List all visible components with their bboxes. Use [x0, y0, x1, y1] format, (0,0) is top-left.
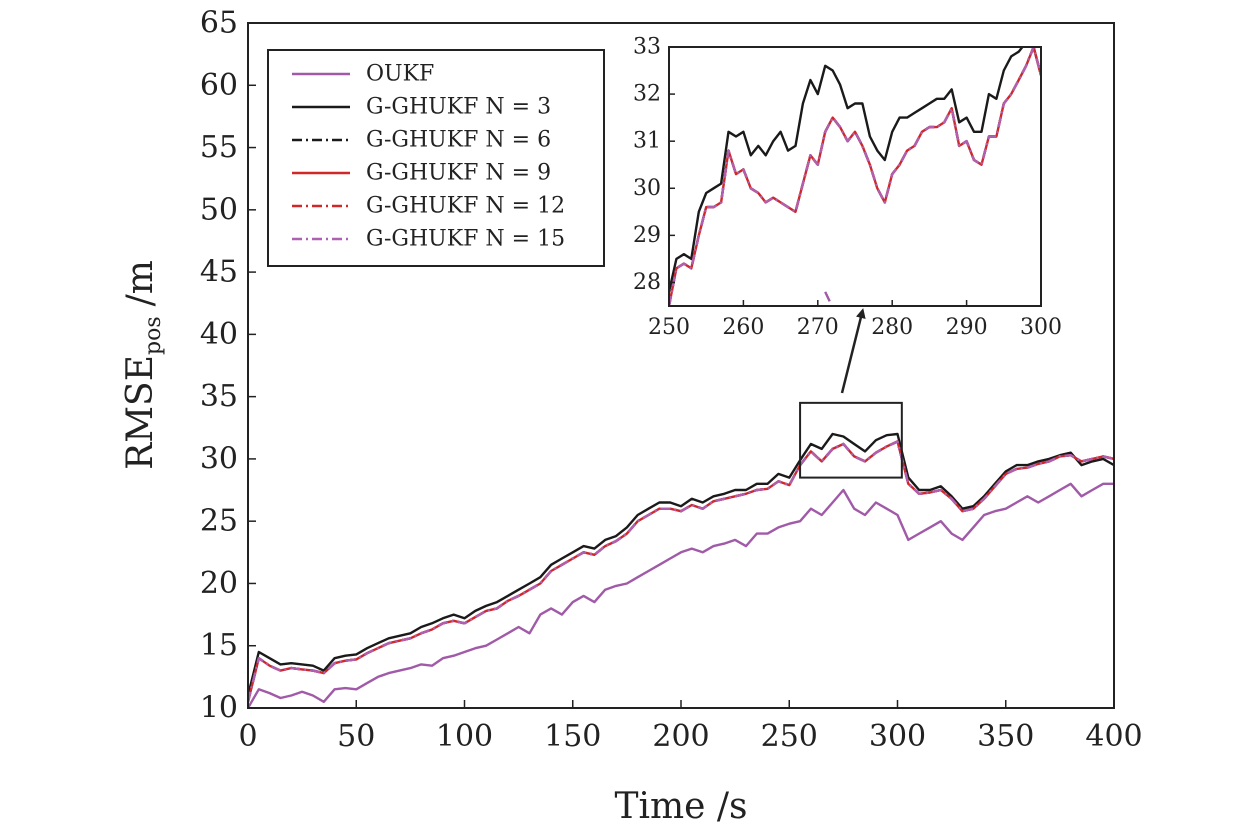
main-y-tick-label: 50 [200, 192, 238, 227]
y-axis-title-unit: /m [120, 260, 161, 306]
inset-series-line-1 [824, 291, 831, 302]
inset-y-tick-label: 32 [633, 82, 661, 107]
main-x-tick-label: 0 [238, 719, 257, 754]
main-y-ticks: 10 15 20 25 30 35 40 45 50 55 60 65 [200, 6, 256, 726]
main-series-line-5 [248, 440, 1114, 703]
inset-y-ticks: 28 29 30 31 32 33 [633, 35, 675, 295]
main-series-line-2 [248, 432, 1114, 696]
main-y-tick-label: 30 [200, 441, 238, 476]
main-y-tick-label: 60 [200, 68, 238, 103]
legend-items: OUKF G-GHUKF N = 3 G-GHUKF N = 6 G-GHUKF N … [292, 62, 565, 252]
main-y-tick-label: 20 [200, 566, 238, 601]
main-plot: 0 50 100 150 200 250 300 350 400 10 15 20 25 30 35 40 4… [200, 6, 1143, 755]
main-x-tick-label: 350 [977, 719, 1034, 754]
legend-label-6: G-GHUKF N = 15 [366, 227, 565, 252]
inset-y-tick-label: 30 [633, 176, 661, 201]
inset-x-tick-label: 260 [722, 315, 764, 340]
inset-y-tick-label: 31 [633, 129, 661, 154]
main-y-tick-label: 55 [200, 130, 238, 165]
main-series-group [248, 432, 1114, 708]
y-axis-title-subscript: pos [141, 316, 166, 355]
main-x-tick-label: 250 [761, 719, 818, 754]
inset-y-tick-label: 33 [633, 35, 661, 60]
main-series-line-3 [248, 440, 1114, 703]
main-series-line-4 [248, 440, 1114, 703]
legend: OUKF G-GHUKF N = 3 G-GHUKF N = 6 G-GHUKF N … [267, 49, 605, 267]
legend-box [267, 49, 605, 267]
legend-label-3: G-GHUKF N = 6 [366, 128, 551, 153]
main-series-line-6 [248, 440, 1114, 703]
main-x-ticks: 0 50 100 150 200 250 300 350 400 [238, 700, 1143, 754]
main-y-tick-label: 40 [200, 317, 238, 352]
inset-y-tick-label: 28 [633, 270, 661, 295]
y-axis-title-main: RMSE [120, 355, 161, 470]
main-series-line-1 [248, 482, 1114, 708]
inset-x-tick-label: 250 [648, 315, 690, 340]
inset-x-tick-label: 290 [946, 315, 988, 340]
main-x-tick-label: 150 [544, 719, 601, 754]
main-y-tick-label: 45 [200, 255, 238, 290]
inset-background [669, 47, 1041, 306]
legend-label-2: G-GHUKF N = 3 [366, 95, 551, 120]
inset-y-tick-label: 29 [633, 223, 661, 248]
main-x-tick-label: 50 [337, 719, 375, 754]
zoom-region-box [799, 401, 903, 479]
legend-label-5: G-GHUKF N = 12 [366, 194, 565, 219]
inset-series-line-6 [669, 47, 1041, 306]
main-y-tick-label: 10 [200, 691, 238, 726]
x-axis-title: Time /s [614, 786, 747, 827]
inset-x-tick-label: 270 [797, 315, 839, 340]
legend-label-1: OUKF [366, 62, 434, 87]
inset-x-tick-label: 300 [1020, 315, 1062, 340]
inset-x-tick-label: 280 [871, 315, 913, 340]
inset-x-ticks: 250 260 270 280 290 300 [648, 300, 1062, 340]
main-y-tick-label: 65 [200, 6, 238, 41]
inset-series-group [669, 47, 1041, 306]
y-axis-title: RMSEpos/m [120, 260, 166, 470]
zoom-arrow [840, 308, 866, 394]
main-y-tick-label: 25 [200, 504, 238, 539]
main-y-tick-label: 35 [200, 379, 238, 414]
legend-label-4: G-GHUKF N = 9 [366, 161, 551, 186]
main-x-tick-label: 400 [1085, 719, 1142, 754]
inset-plot: 250 260 270 280 290 300 28 29 30 31 32 33 [633, 35, 1062, 341]
main-y-tick-label: 15 [200, 628, 238, 663]
inset-series-line-2 [669, 47, 1041, 293]
svg-text:RMSEpos/m: RMSEpos/m [120, 260, 166, 470]
inset-plot-frame [668, 46, 1042, 307]
main-x-tick-label: 200 [652, 719, 709, 754]
main-x-tick-label: 300 [869, 719, 926, 754]
main-x-tick-label: 100 [436, 719, 493, 754]
